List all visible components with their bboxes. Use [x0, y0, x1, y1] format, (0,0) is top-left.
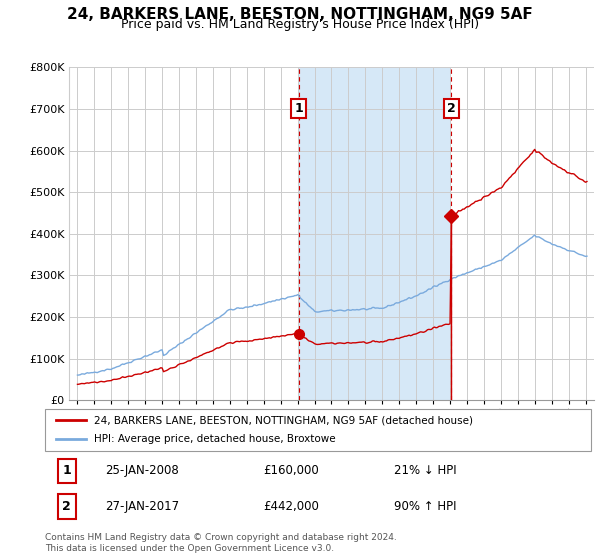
Text: Price paid vs. HM Land Registry's House Price Index (HPI): Price paid vs. HM Land Registry's House … — [121, 18, 479, 31]
Text: 1: 1 — [62, 464, 71, 478]
FancyBboxPatch shape — [45, 409, 591, 451]
Text: 21% ↓ HPI: 21% ↓ HPI — [394, 464, 457, 478]
Text: 2: 2 — [447, 102, 456, 115]
Text: 24, BARKERS LANE, BEESTON, NOTTINGHAM, NG9 5AF (detached house): 24, BARKERS LANE, BEESTON, NOTTINGHAM, N… — [94, 415, 473, 425]
Bar — [299, 67, 451, 400]
Text: 25-JAN-2008: 25-JAN-2008 — [105, 464, 179, 478]
Text: HPI: Average price, detached house, Broxtowe: HPI: Average price, detached house, Brox… — [94, 435, 336, 445]
FancyBboxPatch shape — [58, 494, 76, 519]
Text: Contains HM Land Registry data © Crown copyright and database right 2024.
This d: Contains HM Land Registry data © Crown c… — [45, 533, 397, 553]
Text: £442,000: £442,000 — [263, 500, 319, 513]
Text: 24, BARKERS LANE, BEESTON, NOTTINGHAM, NG9 5AF: 24, BARKERS LANE, BEESTON, NOTTINGHAM, N… — [67, 7, 533, 22]
Text: 1: 1 — [295, 102, 304, 115]
Text: 27-JAN-2017: 27-JAN-2017 — [105, 500, 179, 513]
FancyBboxPatch shape — [58, 459, 76, 483]
Text: 90% ↑ HPI: 90% ↑ HPI — [394, 500, 457, 513]
Text: £160,000: £160,000 — [263, 464, 319, 478]
Text: 2: 2 — [62, 500, 71, 513]
